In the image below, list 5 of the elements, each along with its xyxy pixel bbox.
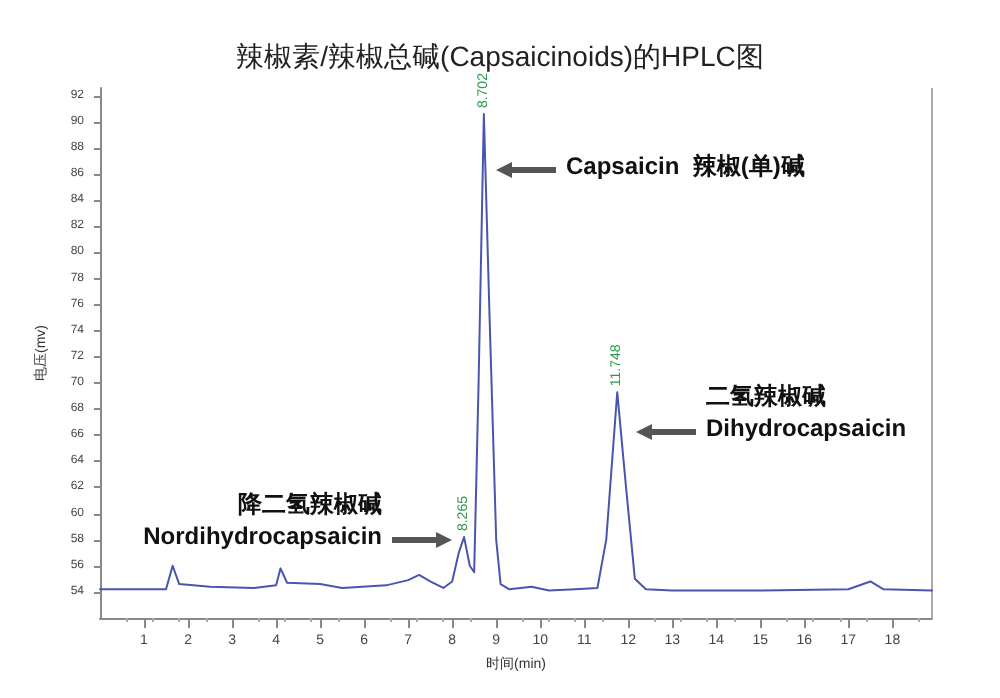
line-series — [99, 113, 933, 592]
chart-title: 辣椒素/辣椒总碱(Capsaicinoids)的HPLC图 — [236, 40, 764, 72]
annotation: 二氢辣椒碱 Dihydrocapsaicin — [706, 382, 907, 442]
annotation: 降二氢辣椒碱 Nordihydrocapsaicin — [143, 490, 382, 550]
annotation: Capsaicin 辣椒(单)碱 — [566, 152, 805, 180]
